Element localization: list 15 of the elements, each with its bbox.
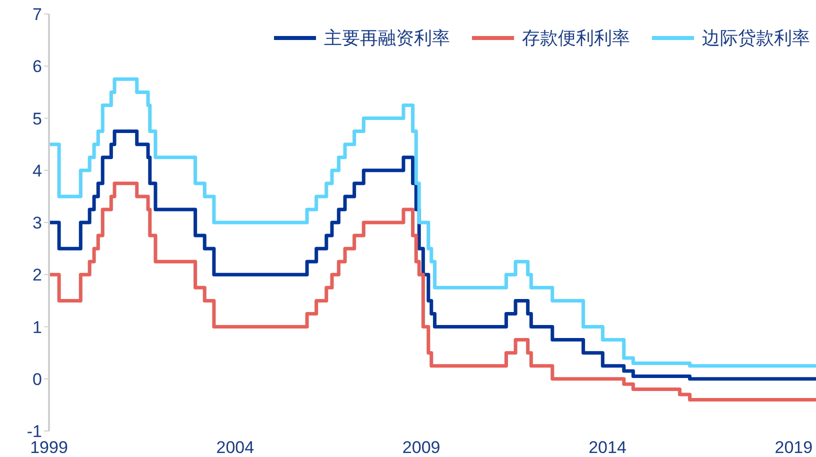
y-tick-label: 6 [32, 57, 42, 76]
legend-label: 存款便利利率 [522, 27, 630, 50]
x-tick-label: 2019 [774, 438, 813, 457]
y-tick-label: 5 [32, 109, 42, 128]
y-tick-label: 7 [32, 5, 42, 24]
legend-label: 边际贷款利率 [702, 27, 810, 50]
y-tick-label: 4 [32, 161, 42, 180]
y-tick-label: 2 [32, 266, 42, 285]
legend-label: 主要再融资利率 [324, 27, 450, 50]
y-tick-label: 3 [32, 214, 42, 233]
x-tick-label: 2014 [588, 438, 626, 457]
y-tick-label: 0 [32, 370, 42, 389]
x-tick-label: 2004 [216, 438, 254, 457]
x-tick-label: 2009 [402, 438, 440, 457]
y-tick-label: 1 [32, 318, 42, 337]
